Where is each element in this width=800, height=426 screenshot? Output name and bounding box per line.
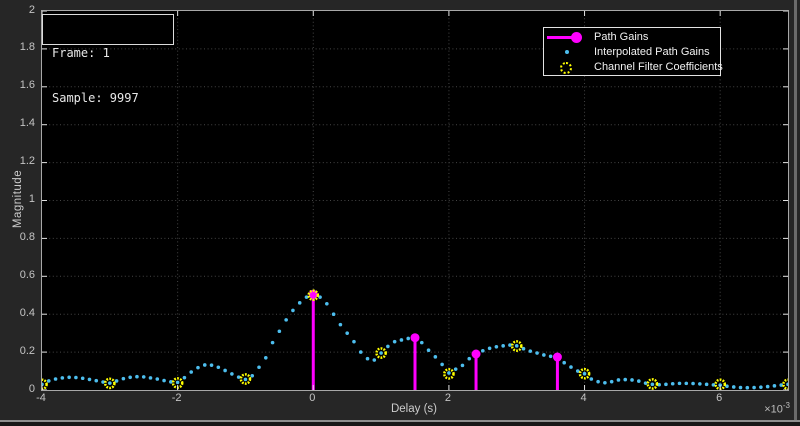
- y-tick-label: 2: [28, 3, 35, 16]
- window-bottom-edge: [0, 420, 800, 422]
- y-axis-label: Magnitude: [12, 169, 24, 229]
- x-axis-label: Delay (s): [390, 403, 437, 415]
- open-circle-marker-icon: [544, 60, 594, 74]
- y-tick-label: 1.6: [19, 79, 35, 92]
- y-tick-label: 0.4: [19, 306, 35, 319]
- y-tick-label: 1.8: [19, 41, 35, 54]
- y-tick-label: 0: [28, 382, 35, 395]
- tick-marks: [42, 11, 788, 390]
- x-tick-label: -2: [171, 392, 182, 404]
- plot-area[interactable]: Frame: 1 Sample: 9997 Path Gains Interpol…: [41, 10, 789, 391]
- legend-item-label: Channel Filter Coefficients: [594, 60, 723, 73]
- y-tick-label: 1.2: [19, 155, 35, 168]
- path-gains-stems: [308, 289, 562, 390]
- legend-item-interpolated-path-gains[interactable]: Interpolated Path Gains: [544, 45, 720, 59]
- x-tick-label: 4: [580, 392, 587, 404]
- y-tick-label: 0.8: [19, 230, 35, 243]
- legend-item-channel-filter-coefficients[interactable]: Channel Filter Coefficients: [544, 60, 723, 74]
- x-tick-label: 6: [716, 392, 723, 404]
- exponent-base: ×10: [764, 403, 783, 416]
- stem-marker-icon: [544, 30, 594, 44]
- y-tick-label: 1.4: [19, 117, 35, 130]
- x-tick-label: -4: [36, 392, 46, 404]
- legend-item-path-gains[interactable]: Path Gains: [544, 30, 720, 44]
- dot-marker-icon: [544, 45, 594, 59]
- plot-canvas: [42, 11, 788, 390]
- legend-item-label: Path Gains: [594, 30, 649, 43]
- channel-filter-coefficient-markers: [42, 289, 788, 390]
- x-tick-label: 0: [309, 392, 316, 404]
- y-tick-label: 0.6: [19, 268, 35, 281]
- legend[interactable]: Path Gains Interpolated Path Gains Channel…: [543, 27, 723, 76]
- interpolated-path-gains-series: [42, 292, 788, 390]
- legend-item-label: Interpolated Path Gains: [594, 45, 710, 58]
- x-axis-exponent-label: ×10-3: [730, 401, 790, 416]
- window-bottom-under: [0, 422, 800, 426]
- y-tick-label: 1: [28, 193, 35, 205]
- x-tick-label: 2: [444, 392, 451, 404]
- frame-sample-annotation: Frame: 1 Sample: 9997: [42, 14, 174, 105]
- frame-label: Frame: 1: [52, 46, 110, 60]
- window-right-edge: [794, 0, 797, 420]
- y-tick-label: 0.2: [19, 344, 35, 357]
- exponent-power: -3: [782, 401, 790, 410]
- sample-label: Sample: 9997: [52, 91, 139, 105]
